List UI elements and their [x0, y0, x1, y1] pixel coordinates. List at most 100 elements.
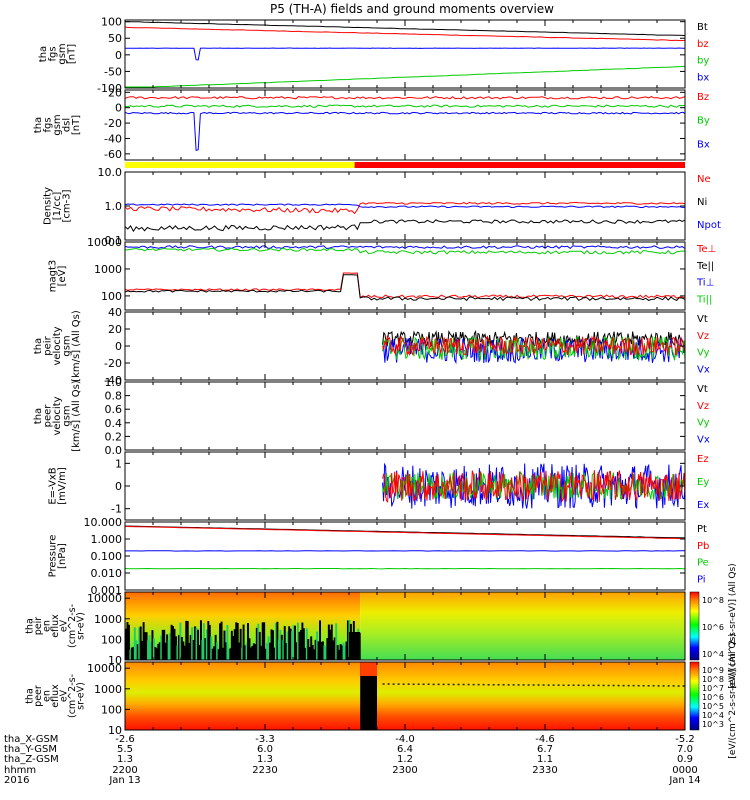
spectrogram-pixel: [166, 634, 169, 660]
spectrogram-pixel: [233, 629, 236, 660]
x-tick-label: -2.6: [115, 734, 135, 745]
spectrogram-pixel: [269, 642, 272, 660]
spectrogram-pixel: [192, 639, 195, 660]
y-tick-label: 1000: [94, 263, 122, 276]
y-tick-label: 40: [108, 306, 122, 319]
y-axis-label: gsm: [62, 405, 73, 426]
spectrogram-pixel: [241, 647, 244, 660]
spectrogram-pixel: [277, 639, 280, 660]
panel-frame: [124, 19, 686, 89]
series-Ti-perp: [124, 245, 686, 250]
y-tick-label: 0.0: [105, 444, 123, 457]
legend-entry: Vy: [697, 418, 710, 429]
spectrogram-pixel: [174, 636, 177, 660]
spectrogram-pixel: [338, 649, 341, 660]
spectrogram-pixel: [226, 625, 229, 660]
series-Ez: [382, 470, 686, 503]
panel-mode-bar: [125, 162, 685, 168]
spectrogram-pixel: [339, 644, 342, 660]
y-tick-label: 1.000: [91, 533, 123, 546]
series-Te-par: [124, 274, 686, 302]
spectrogram-pixel: [211, 648, 214, 660]
legend-entry: Pb: [697, 541, 709, 552]
colorbar-label: [eV/(cm^2-s-sr-eV)] (All Qs): [728, 633, 738, 758]
y-axis-label: tha: [25, 618, 36, 634]
spectrogram-pixel: [261, 622, 264, 660]
spectrogram-pixel: [127, 624, 130, 660]
spectrogram-pixel: [189, 635, 192, 660]
y-axis-label: eV: [59, 619, 70, 632]
y-axis-label: sr-eV): [76, 682, 87, 710]
y-tick-label: 1000: [94, 683, 122, 696]
x-tick-label: Jan 13: [108, 775, 140, 786]
spectrogram-pixel: [194, 626, 197, 660]
colorbar-label: [eV/(cm^2-s-sr-eV)] (All Qs): [728, 563, 738, 688]
spectrogram-pixel: [333, 637, 336, 660]
y-tick-label: 0.4: [105, 417, 123, 430]
y-axis-label: en: [42, 620, 53, 632]
spectrogram-pixel: [202, 623, 205, 660]
spectrogram-pixel: [141, 641, 144, 660]
y-tick-label: -50: [104, 65, 122, 78]
y-axis-label: magt3: [47, 260, 58, 293]
spectrogram-pixel: [282, 639, 285, 660]
y-axis-label: velocity: [52, 326, 63, 365]
series-Bz: [124, 96, 686, 100]
spectrogram-pixel: [126, 622, 129, 660]
spectrogram-pixel: [327, 624, 330, 660]
spectrogram-pixel: [264, 648, 267, 660]
x-tick-label: -5.2: [675, 734, 695, 745]
colorbar: [689, 591, 700, 661]
legend-entry: Vt: [697, 314, 708, 325]
legend-entry: Ez: [697, 454, 709, 465]
y-tick-label: -1: [111, 503, 122, 516]
legend-entry: Vx: [697, 434, 710, 445]
legend-entry: Pt: [697, 524, 707, 535]
spectrogram-pixel: [130, 647, 133, 660]
legend-entry: By: [697, 116, 710, 127]
y-tick-label: 10.000: [84, 516, 123, 529]
panel-frame: [124, 241, 686, 311]
spectrogram-pixel: [244, 645, 247, 660]
colorbar-tick-label: 10^9: [702, 666, 724, 675]
spectrogram-pixel: [176, 645, 179, 660]
spectrogram-pixel: [207, 621, 210, 660]
spectrogram-pixel: [346, 620, 349, 660]
x-tick-label: 7.0: [677, 744, 693, 755]
spectrogram-pixel: [224, 642, 227, 660]
spectrogram-pixel: [308, 647, 311, 660]
y-tick-label: 0: [115, 480, 122, 493]
spectrogram-pixel: [177, 635, 180, 660]
spectrogram-pixel: [227, 649, 230, 660]
spectrogram-pixel: [230, 630, 233, 660]
colorbar-tick-label: 10^8: [702, 596, 724, 605]
spectrogram-pixel: [301, 622, 304, 660]
y-tick-label: 10000: [87, 236, 122, 249]
legend-entry: Vt: [697, 384, 708, 395]
spectrogram-pixel: [229, 648, 232, 660]
spectrogram-pixel: [172, 626, 175, 660]
spectrogram-pixel: [263, 622, 266, 660]
y-axis-label: eV: [59, 689, 70, 702]
x-tick-label: 6.7: [537, 744, 553, 755]
y-tick-label: 0.2: [105, 430, 123, 443]
x-tick-label: Jan 14: [668, 775, 700, 786]
legend-entry: Te||: [696, 261, 714, 272]
spectrogram-pixel: [251, 645, 254, 660]
series-By: [124, 104, 686, 108]
x-tick-label: 2330: [532, 765, 557, 776]
series-Te-perp: [124, 272, 686, 299]
spectrogram-pixel: [289, 628, 292, 660]
legend-entry: Ex: [697, 500, 709, 511]
spectrogram-pixel: [169, 633, 172, 660]
x-tick-label: 6.4: [397, 744, 413, 755]
y-axis-label: (cm^2-s-: [67, 604, 78, 648]
spectrogram-pixel: [135, 640, 138, 660]
colorbar-tick-label: 10^6: [702, 623, 724, 632]
legend-entry: bx: [697, 72, 709, 83]
y-tick-label: -100: [97, 82, 122, 95]
spectrogram-pixel: [288, 626, 291, 660]
spectrogram-pixel: [313, 649, 316, 660]
spectrogram-pixel: [173, 628, 176, 660]
y-tick-label: 0: [115, 49, 122, 62]
